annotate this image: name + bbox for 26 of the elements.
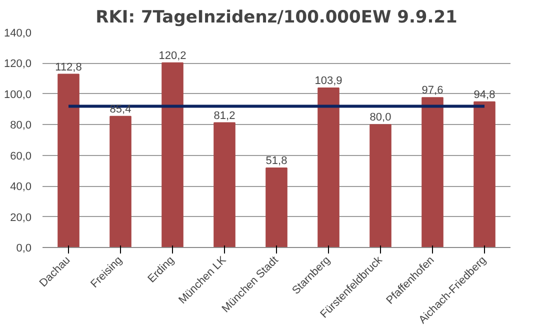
data-label: 80,0 — [370, 112, 392, 124]
data-label: 51,8 — [266, 154, 288, 167]
y-tick-label: 120,0 — [4, 58, 32, 70]
bar — [318, 87, 340, 248]
bar — [422, 97, 444, 248]
data-label: 112,8 — [55, 61, 82, 74]
chart-title: RKI: 7TageInzidenz/100.000EW 9.9.21 — [96, 8, 458, 28]
data-label: 81,2 — [214, 110, 236, 122]
bar — [474, 101, 496, 248]
bar — [266, 167, 288, 248]
y-tick-label: 140,0 — [4, 28, 32, 40]
y-tick-label: 0,0 — [16, 242, 32, 254]
y-tick-label: 80,0 — [10, 120, 32, 132]
data-label: 120,2 — [158, 50, 186, 62]
data-label: 97,6 — [422, 84, 444, 97]
data-label: 103,9 — [314, 74, 342, 87]
y-tick-label: 40,0 — [10, 181, 32, 194]
y-tick-label: 60,0 — [10, 150, 32, 162]
bar — [162, 62, 184, 248]
bar — [370, 124, 392, 248]
y-tick-label: 20,0 — [10, 212, 32, 224]
data-label: 94,8 — [474, 88, 496, 101]
bar — [58, 74, 80, 248]
y-tick-label: 100,0 — [4, 88, 32, 101]
bar — [214, 122, 236, 248]
bar — [110, 116, 132, 248]
